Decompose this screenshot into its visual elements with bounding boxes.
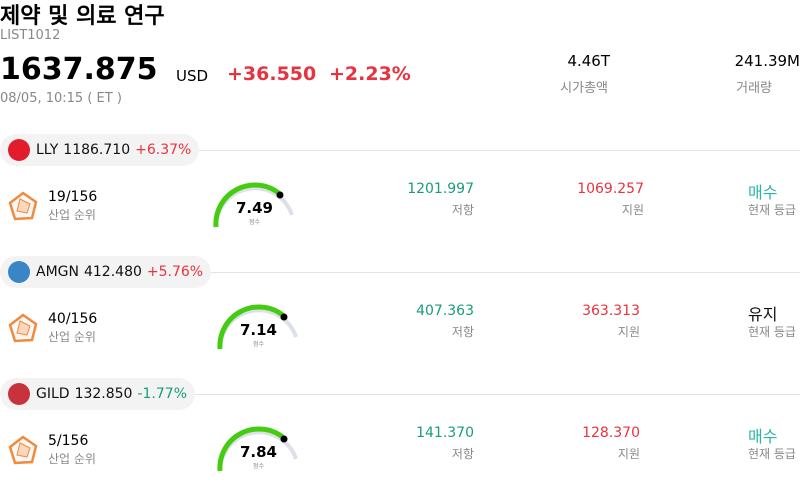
rating: 매수 [748,183,778,202]
code: LIST1012 [0,28,61,43]
stat-value: 4.46T [567,52,610,70]
divider [0,394,800,395]
rank: 5/156 [48,433,89,449]
score-label: 점수 [252,341,265,348]
support: 363.313 [582,303,640,319]
pill-price: 1186.710 [63,142,131,158]
score-label: 점수 [252,463,265,470]
title: 제약 및 의료 연구 [0,4,165,29]
resistance-label: 저항 [451,447,474,461]
support: 1069.257 [577,181,644,197]
rating-label: 현재 등급 [748,203,796,217]
pill-ticker: AMGN [36,264,79,280]
time: 08/05, 10:15 ( ET ) [0,91,122,106]
logo [8,139,30,161]
currency: USD [176,67,209,85]
score-gauge [217,426,298,472]
score: 7.49 [235,199,273,217]
rating-label: 현재 등급 [748,447,796,461]
pill-ticker: LLY [36,142,59,158]
support-label: 지원 [617,325,640,339]
divider [0,150,800,151]
resistance-label: 저항 [451,325,474,339]
stat-value: 241.39M [734,52,800,70]
pill-change: +5.76% [146,264,204,280]
pill-price: 412.480 [83,264,142,280]
stock-pill[interactable]: GILD 132.850 -1.77% [0,378,195,410]
stock-pill[interactable]: LLY 1186.710 +6.37% [0,134,200,166]
rank: 19/156 [48,189,98,205]
rank-icon [8,191,38,221]
resistance: 141.370 [416,425,474,441]
logo [8,261,30,283]
divider [0,272,800,273]
rank-label: 산업 순위 [48,452,96,466]
stat-label: 시가총액 [560,81,608,96]
rank-label: 산업 순위 [48,330,96,344]
rank-label: 산업 순위 [48,208,96,222]
resistance-label: 저항 [451,203,474,217]
rating: 매수 [748,427,778,446]
resistance: 407.363 [416,303,474,319]
price: 1637.875 [0,52,158,87]
resistance: 1201.997 [407,181,474,197]
support-label: 지원 [621,203,644,217]
pill-change: +6.37% [135,142,192,158]
score: 7.14 [239,321,277,339]
change-pct: +2.23% [329,63,411,85]
score-label: 점수 [248,219,261,226]
pill-price: 132.850 [74,386,133,402]
support-label: 지원 [617,447,640,461]
change: +36.550 [227,63,317,85]
support: 128.370 [582,425,640,441]
score-gauge [213,182,294,228]
score-gauge [217,304,298,350]
stock-pill[interactable]: AMGN 412.480 +5.76% [0,256,212,288]
rating: 유지 [748,305,778,324]
rating-label: 현재 등급 [748,325,796,339]
score: 7.84 [239,443,277,461]
rank: 40/156 [48,311,98,327]
logo [8,383,30,405]
rank-icon [8,313,38,343]
rank-icon [8,435,38,465]
stat-label: 거래량 [736,81,772,96]
pill-change: -1.77% [137,386,187,402]
pill-ticker: GILD [36,386,70,402]
